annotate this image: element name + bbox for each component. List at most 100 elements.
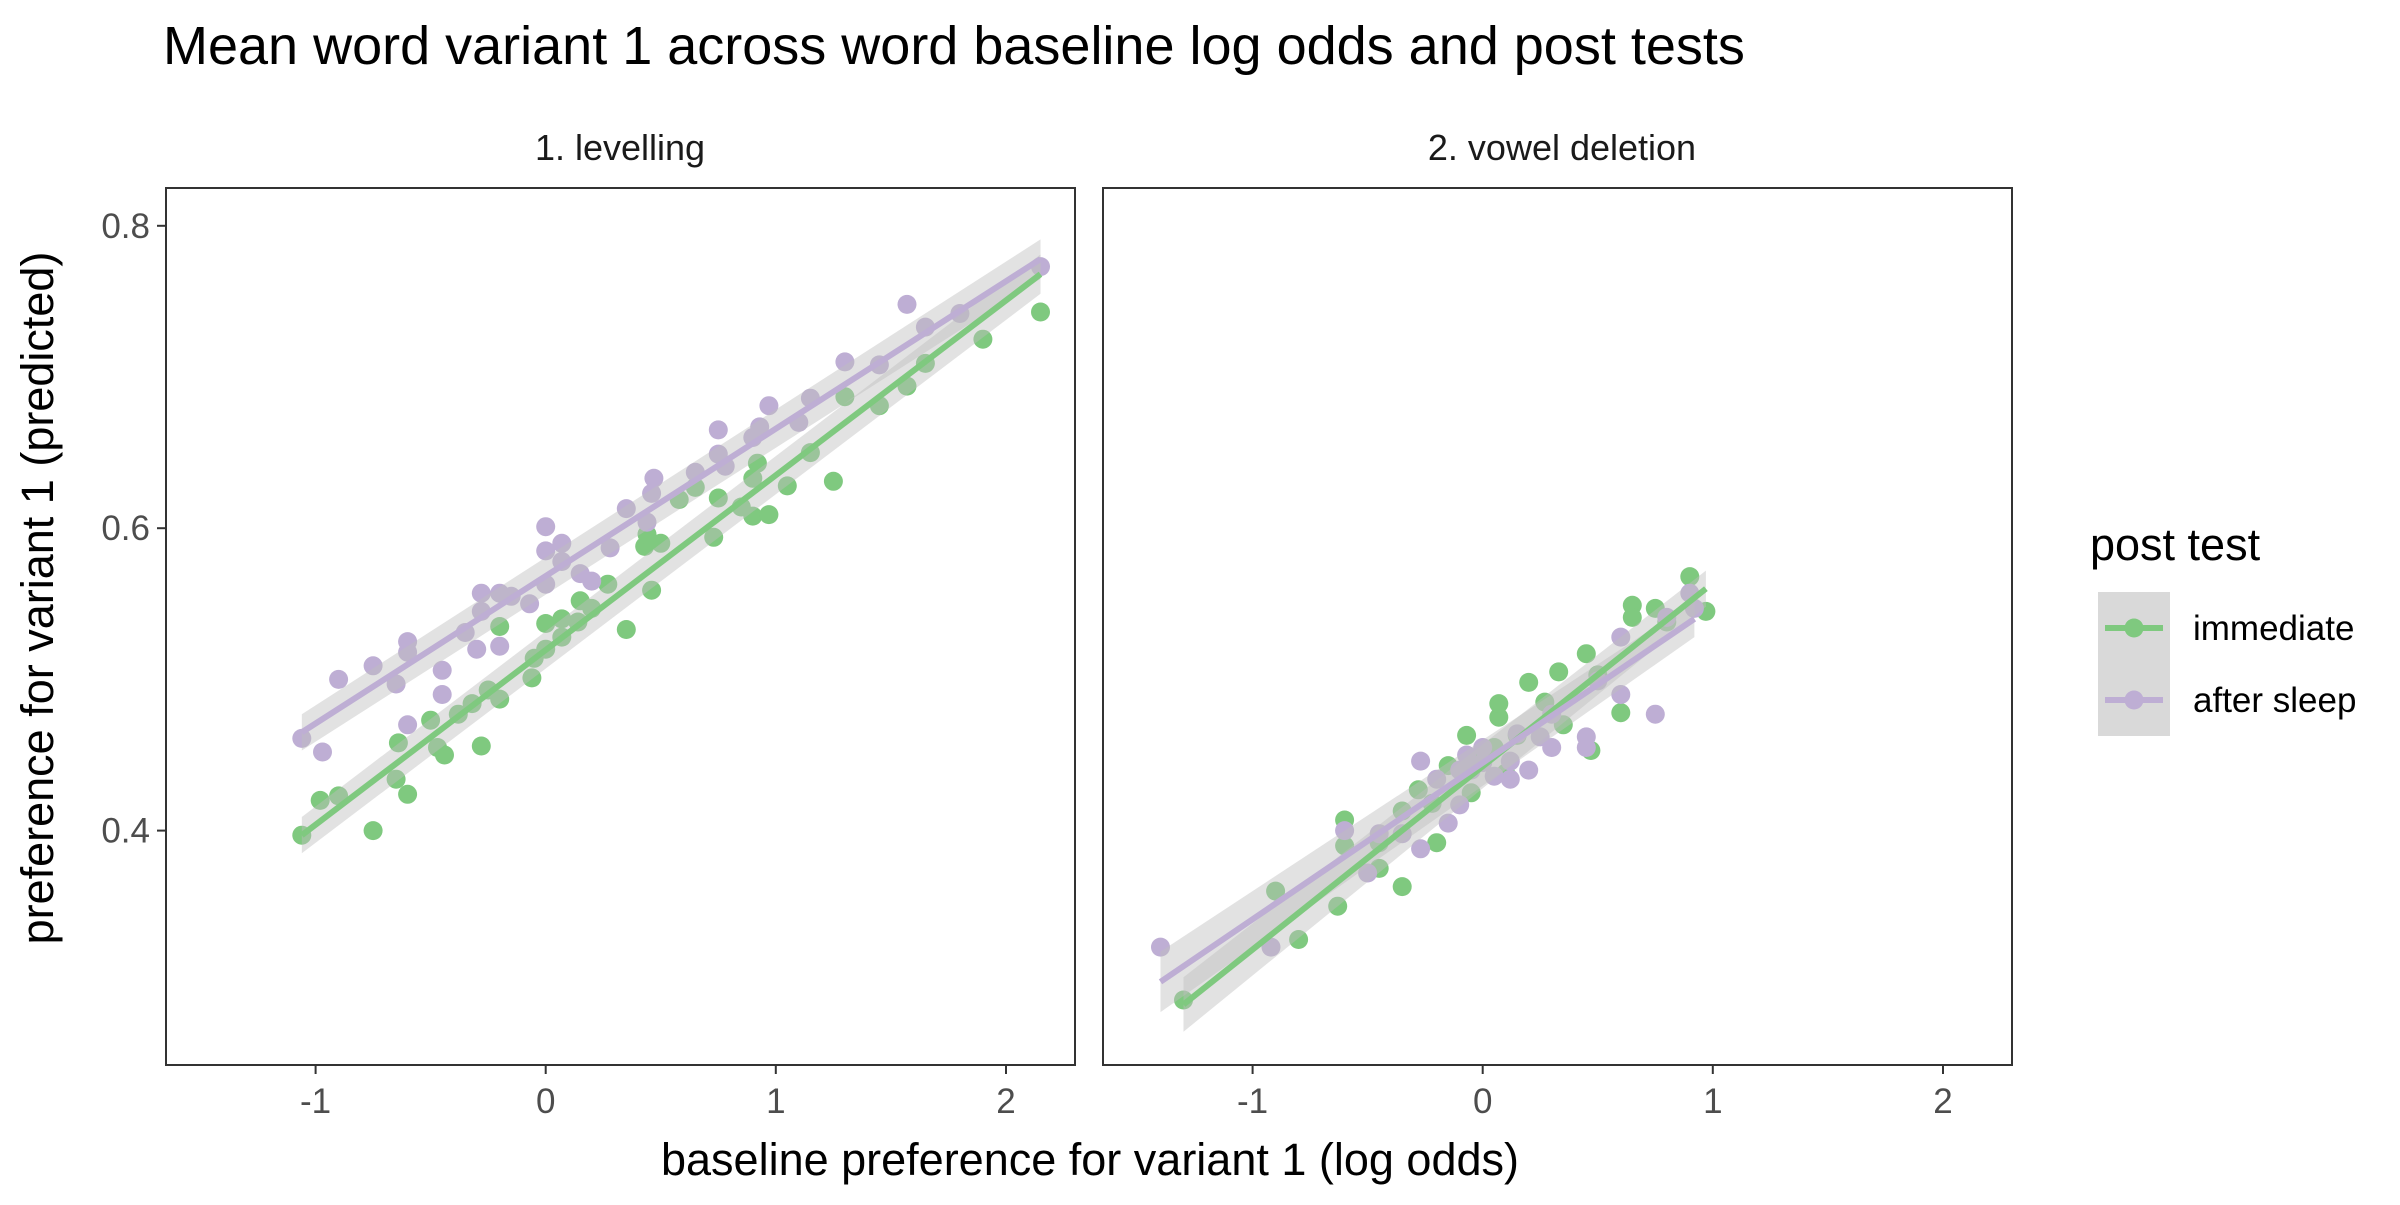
data-point [759, 505, 779, 525]
legend-label: after sleep [2193, 681, 2356, 720]
data-point [435, 745, 454, 765]
data-point [1611, 703, 1631, 723]
data-point [329, 669, 349, 689]
data-point [520, 594, 540, 614]
data-point [1622, 607, 1642, 627]
data-point [777, 476, 797, 496]
data-point [759, 396, 779, 416]
data-point [386, 674, 406, 694]
legend-entry: immediate [2098, 592, 2354, 664]
data-point [398, 784, 418, 804]
fit-line [1181, 586, 1708, 1007]
data-point [1500, 751, 1520, 771]
data-point [708, 420, 728, 440]
data-point [536, 541, 556, 561]
data-point [1484, 766, 1504, 786]
y-tick-label: 0.6 [101, 509, 150, 548]
data-point [1392, 877, 1412, 897]
x-tick-label: 1 [1703, 1082, 1722, 1121]
panel-border [1102, 187, 2013, 1066]
data-point [704, 527, 724, 547]
x-axis-levelling: -1 0 1 2 [300, 1065, 1016, 1121]
legend-entry: after sleep [2098, 664, 2356, 736]
panel-levelling [165, 187, 1076, 1066]
x-tick-label: 1 [766, 1082, 785, 1121]
data-point [835, 387, 855, 407]
x-axis-title: baseline preference for variant 1 (log o… [661, 1134, 1519, 1185]
data-point [708, 488, 728, 508]
data-point [823, 471, 843, 491]
x-tick-label: 2 [1933, 1082, 1952, 1121]
x-tick-label: -1 [1237, 1082, 1268, 1121]
data-point [1427, 769, 1447, 789]
data-point [1611, 627, 1631, 647]
data-point [598, 574, 618, 594]
legend-key-point [2124, 618, 2144, 638]
data-point [1438, 813, 1458, 833]
fit-line [1158, 616, 1697, 985]
panel-label-levelling: 1. levelling [535, 127, 705, 168]
data-point [1576, 644, 1596, 664]
data-point [1500, 769, 1520, 789]
panel-vowel-deletion [1102, 187, 2013, 1066]
x-tick-label: 0 [536, 1082, 555, 1121]
data-point [1489, 694, 1509, 714]
x-axis-vowel-deletion: -1 0 1 2 [1237, 1065, 1953, 1121]
data-point [747, 453, 767, 473]
data-point [651, 533, 671, 553]
data-point [471, 736, 491, 756]
data-point [398, 715, 418, 735]
data-point [1174, 990, 1193, 1010]
legend-label: immediate [2193, 609, 2354, 648]
y-tick-label: 0.4 [101, 812, 150, 851]
data-point [1645, 704, 1665, 724]
legend: post test immediate after sleep [2090, 519, 2356, 736]
data-point [1461, 783, 1481, 803]
data-point [616, 499, 636, 519]
fit-line [299, 271, 1043, 838]
data-point [1335, 821, 1355, 841]
data-point [292, 728, 312, 748]
x-tick-label: -1 [300, 1082, 331, 1121]
data-point [835, 352, 855, 372]
data-point [1680, 567, 1700, 587]
legend-title: post test [2090, 519, 2261, 570]
data-point [1519, 672, 1539, 692]
data-point [582, 571, 602, 591]
x-tick-label: 0 [1473, 1082, 1492, 1121]
data-point [388, 733, 408, 753]
data-point [310, 790, 330, 810]
data-point [1031, 302, 1050, 322]
data-point [1457, 725, 1477, 745]
data-point [743, 506, 763, 526]
data-point [973, 329, 993, 349]
panel-border [165, 187, 1076, 1066]
data-point [1411, 751, 1431, 771]
data-point [490, 617, 510, 636]
data-point [1489, 707, 1509, 727]
data-point [644, 468, 664, 488]
x-tick-label: 2 [996, 1082, 1015, 1121]
data-point [386, 769, 406, 789]
data-point [1411, 839, 1431, 859]
data-point [1549, 662, 1569, 682]
data-point [600, 538, 620, 558]
data-point [490, 689, 510, 709]
data-point [1151, 937, 1170, 957]
data-point [1266, 881, 1286, 901]
data-point [1328, 896, 1348, 916]
panel-label-vowel-deletion: 2. vowel deletion [1428, 127, 1696, 168]
data-point [552, 609, 572, 629]
y-axis: 0.4 0.6 0.8 [101, 207, 166, 851]
data-point [1427, 833, 1447, 853]
data-point [1542, 738, 1562, 757]
data-point [743, 468, 763, 488]
data-point [398, 642, 418, 662]
data-point [536, 614, 556, 633]
data-point [421, 710, 441, 730]
data-point [1457, 745, 1477, 765]
chart-title: Mean word variant 1 across word baseline… [163, 16, 1745, 76]
data-point [522, 668, 542, 688]
data-point [1576, 738, 1596, 757]
